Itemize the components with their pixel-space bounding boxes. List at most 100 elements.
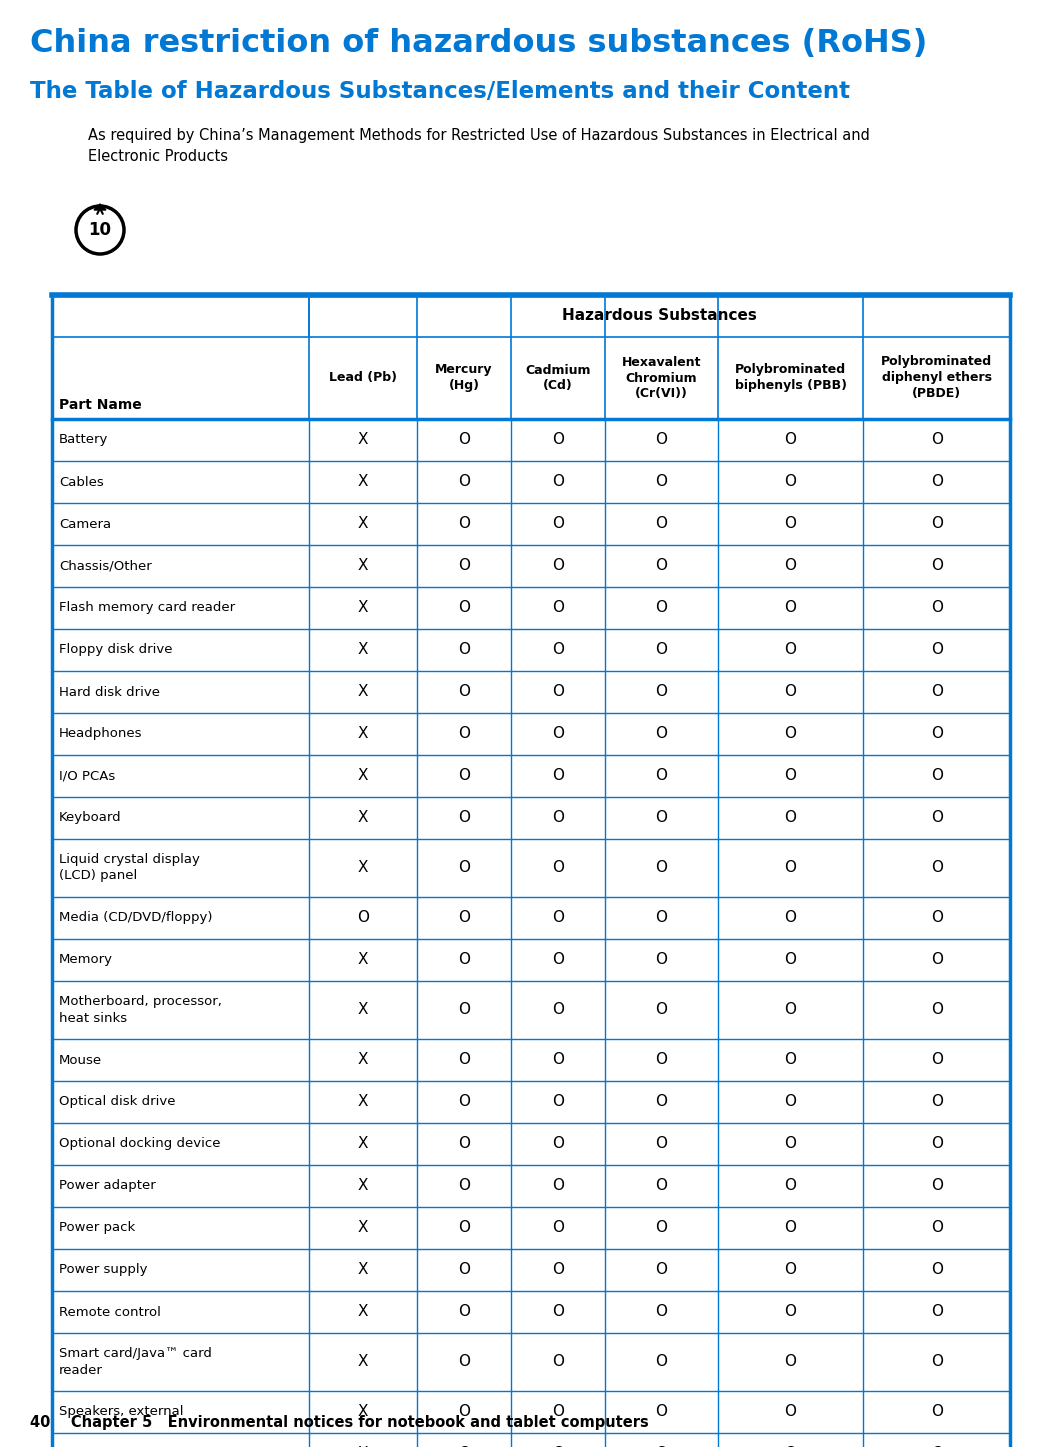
- Text: O: O: [931, 1003, 942, 1017]
- Text: O: O: [458, 810, 470, 825]
- Text: O: O: [655, 768, 668, 783]
- Text: O: O: [784, 642, 797, 657]
- Text: O: O: [552, 601, 563, 615]
- Text: O: O: [458, 517, 470, 531]
- Text: Headphones: Headphones: [59, 728, 142, 741]
- Text: O: O: [458, 726, 470, 741]
- Text: Power pack: Power pack: [59, 1221, 135, 1234]
- Text: Optical disk drive: Optical disk drive: [59, 1095, 176, 1108]
- Text: O: O: [458, 952, 470, 968]
- Text: O: O: [931, 810, 942, 825]
- Text: O: O: [931, 559, 942, 573]
- Text: O: O: [931, 1262, 942, 1278]
- Text: China restriction of hazardous substances (RoHS): China restriction of hazardous substance…: [29, 27, 928, 59]
- Text: O: O: [931, 601, 942, 615]
- Text: Camera: Camera: [59, 518, 112, 531]
- Text: O: O: [552, 726, 563, 741]
- Text: O: O: [784, 475, 797, 489]
- Text: O: O: [931, 1178, 942, 1194]
- Text: O: O: [655, 559, 668, 573]
- Text: X: X: [358, 1405, 369, 1420]
- Text: Polybrominated
biphenyls (PBB): Polybrominated biphenyls (PBB): [735, 363, 847, 392]
- Text: Media (CD/DVD/floppy): Media (CD/DVD/floppy): [59, 912, 213, 925]
- Text: O: O: [784, 1262, 797, 1278]
- Text: Lead (Pb): Lead (Pb): [329, 372, 397, 385]
- Text: O: O: [458, 1220, 470, 1236]
- Text: O: O: [458, 1405, 470, 1420]
- Text: X: X: [358, 1003, 369, 1017]
- Polygon shape: [94, 204, 106, 210]
- Text: O: O: [655, 475, 668, 489]
- Text: O: O: [655, 1220, 668, 1236]
- Text: X: X: [358, 1136, 369, 1152]
- Text: I/O PCAs: I/O PCAs: [59, 770, 115, 783]
- Text: O: O: [931, 952, 942, 968]
- Text: O: O: [655, 684, 668, 699]
- Text: X: X: [358, 810, 369, 825]
- Text: X: X: [358, 1220, 369, 1236]
- Text: O: O: [931, 1094, 942, 1110]
- Text: As required by China’s Management Methods for Restricted Use of Hazardous Substa: As required by China’s Management Method…: [88, 127, 870, 164]
- Text: X: X: [358, 1094, 369, 1110]
- Text: O: O: [552, 559, 563, 573]
- Text: X: X: [358, 726, 369, 741]
- Text: O: O: [784, 559, 797, 573]
- Text: 10: 10: [88, 221, 112, 239]
- Text: O: O: [655, 1305, 668, 1320]
- Text: X: X: [358, 861, 369, 875]
- Text: O: O: [655, 1405, 668, 1420]
- Text: O: O: [458, 601, 470, 615]
- Text: X: X: [358, 642, 369, 657]
- Text: O: O: [931, 433, 942, 447]
- Text: O: O: [458, 910, 470, 926]
- Text: O: O: [552, 1094, 563, 1110]
- Text: O: O: [784, 1136, 797, 1152]
- Text: X: X: [358, 559, 369, 573]
- Text: X: X: [358, 1305, 369, 1320]
- Text: Memory: Memory: [59, 954, 113, 967]
- Text: O: O: [655, 433, 668, 447]
- Text: O: O: [552, 861, 563, 875]
- Text: O: O: [552, 684, 563, 699]
- Text: O: O: [552, 517, 563, 531]
- Text: O: O: [458, 768, 470, 783]
- Text: Motherboard, processor,
heat sinks: Motherboard, processor, heat sinks: [59, 996, 222, 1024]
- Text: X: X: [358, 952, 369, 968]
- Text: O: O: [655, 1178, 668, 1194]
- Text: O: O: [458, 475, 470, 489]
- Text: The Table of Hazardous Substances/Elements and their Content: The Table of Hazardous Substances/Elemen…: [29, 80, 850, 103]
- Text: O: O: [655, 1003, 668, 1017]
- Text: O: O: [784, 726, 797, 741]
- Text: Chassis/Other: Chassis/Other: [59, 560, 152, 573]
- Text: O: O: [931, 1136, 942, 1152]
- Text: O: O: [931, 517, 942, 531]
- Text: Cables: Cables: [59, 476, 104, 489]
- Text: O: O: [552, 1405, 563, 1420]
- Text: O: O: [552, 910, 563, 926]
- Text: O: O: [931, 684, 942, 699]
- Text: O: O: [931, 726, 942, 741]
- Text: X: X: [358, 1262, 369, 1278]
- Text: O: O: [784, 517, 797, 531]
- Text: O: O: [784, 684, 797, 699]
- Text: O: O: [458, 861, 470, 875]
- Text: O: O: [655, 601, 668, 615]
- Text: Hard disk drive: Hard disk drive: [59, 686, 160, 699]
- Text: O: O: [655, 810, 668, 825]
- Text: O: O: [552, 1003, 563, 1017]
- Text: Mouse: Mouse: [59, 1053, 102, 1066]
- Text: O: O: [784, 1220, 797, 1236]
- Text: O: O: [458, 433, 470, 447]
- Text: O: O: [655, 1094, 668, 1110]
- Text: Power supply: Power supply: [59, 1263, 147, 1276]
- Text: O: O: [458, 1262, 470, 1278]
- Text: O: O: [552, 1178, 563, 1194]
- Text: O: O: [655, 952, 668, 968]
- Text: X: X: [358, 433, 369, 447]
- Text: O: O: [458, 684, 470, 699]
- Text: Cadmium
(Cd): Cadmium (Cd): [525, 363, 591, 392]
- Text: O: O: [552, 810, 563, 825]
- Text: O: O: [784, 433, 797, 447]
- Text: O: O: [655, 642, 668, 657]
- Text: O: O: [784, 952, 797, 968]
